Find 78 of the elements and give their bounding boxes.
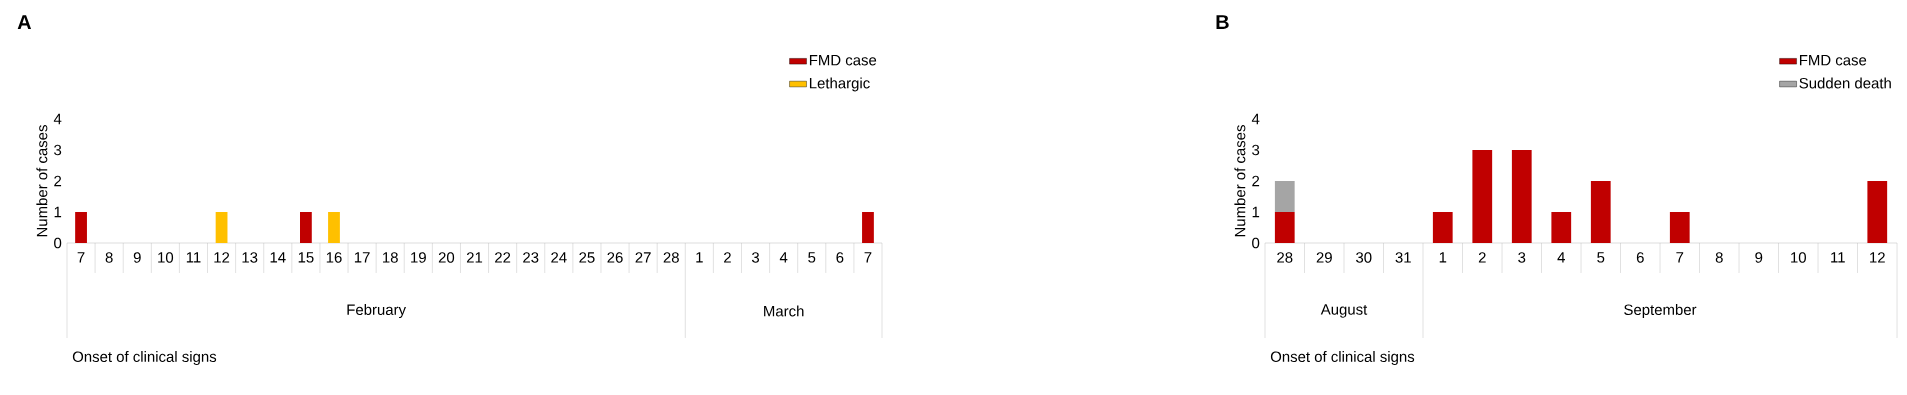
legend-label: FMD case <box>809 54 877 66</box>
x-tick-label: 6 <box>1636 252 1644 263</box>
x-tick-label: 18 <box>383 252 398 263</box>
x-tick-label: 23 <box>523 252 539 263</box>
bar <box>1590 181 1611 243</box>
y-tick-label: 4 <box>1251 113 1260 125</box>
x-tick-label: 30 <box>1356 252 1372 263</box>
x-tick-label: 4 <box>1557 252 1565 263</box>
x-axis-title: Onset of clinical signs <box>72 351 217 365</box>
x-tick-label: 12 <box>214 252 230 263</box>
x-tick-label: 2 <box>724 252 731 263</box>
x-tick-label: 26 <box>607 252 623 263</box>
bar <box>1274 181 1295 212</box>
x-tick-label: 9 <box>1755 252 1763 263</box>
x-tick-label: 24 <box>551 252 567 263</box>
text: March <box>764 305 804 317</box>
x-tick-label: 11 <box>1831 252 1845 263</box>
x-tick-label: 28 <box>663 252 679 263</box>
legend-label: FMD case <box>1799 54 1867 66</box>
y-tick-label: 2 <box>1252 175 1260 187</box>
bar <box>1867 181 1888 243</box>
legend-label: Sudden death <box>1799 77 1891 89</box>
x-tick-label: 8 <box>1715 252 1723 263</box>
chart-title: A <box>17 15 32 29</box>
x-tick-label: 1 <box>696 252 703 263</box>
x-tick-label: 9 <box>133 252 141 263</box>
y-tick-label: 2 <box>54 175 62 187</box>
bar <box>1274 212 1295 243</box>
x-tick-label: 20 <box>438 252 455 263</box>
x-tick-label: 28 <box>1277 252 1293 263</box>
bar <box>1669 212 1690 243</box>
y-axis-title: Number of cases <box>1234 125 1246 237</box>
x-tick-label: 29 <box>1316 252 1332 263</box>
x-tick-label: 11 <box>186 252 201 263</box>
x-tick-label: 8 <box>105 252 113 263</box>
legend-label: Lethargic <box>809 77 870 92</box>
x-tick-label: 19 <box>411 252 426 263</box>
x-axis-title: Onset of clinical signs <box>1270 351 1415 365</box>
x-tick-label: 12 <box>1870 252 1885 263</box>
y-axis-title: Number of cases <box>36 125 48 237</box>
bar <box>1472 150 1493 243</box>
bar <box>1432 212 1453 243</box>
x-tick-label: 17 <box>354 252 370 263</box>
chart-title: B <box>1216 15 1229 29</box>
x-tick-label: 21 <box>466 252 483 263</box>
y-tick-label: 1 <box>1252 206 1260 218</box>
x-tick-label: 7 <box>77 252 85 263</box>
x-tick-label: 3 <box>751 252 760 263</box>
x-tick-label: 22 <box>495 252 511 263</box>
x-tick-label: 4 <box>779 252 788 263</box>
x-tick-label: 5 <box>808 252 816 263</box>
y-tick-label: 3 <box>54 144 62 156</box>
y-tick-label: 0 <box>1252 237 1260 249</box>
bar <box>1511 150 1532 243</box>
y-tick-label: 4 <box>53 113 62 125</box>
x-tick-label: 5 <box>1597 252 1605 263</box>
text: August <box>1320 304 1368 318</box>
x-tick-label: 16 <box>326 252 342 263</box>
x-tick-label: 31 <box>1395 252 1411 263</box>
x-tick-label: 27 <box>635 252 651 263</box>
y-tick-label: 0 <box>54 237 62 249</box>
x-tick-label: 7 <box>1676 252 1684 263</box>
text: February <box>347 304 406 318</box>
x-tick-label: 15 <box>298 252 314 263</box>
x-tick-label: 7 <box>864 252 872 263</box>
y-tick-label: 3 <box>1252 144 1260 156</box>
text: September <box>1624 304 1697 318</box>
bar <box>1551 212 1572 243</box>
x-tick-label: 14 <box>270 252 286 263</box>
x-tick-label: 10 <box>1791 252 1806 263</box>
x-tick-label: 10 <box>158 252 174 263</box>
x-tick-label: 2 <box>1478 252 1486 263</box>
x-tick-label: 6 <box>836 252 844 263</box>
x-tick-label: 13 <box>242 252 258 263</box>
y-tick-label: 1 <box>54 206 62 218</box>
x-tick-label: 3 <box>1518 252 1526 263</box>
x-tick-label: 1 <box>1439 252 1447 263</box>
x-tick-label: 25 <box>579 252 595 263</box>
